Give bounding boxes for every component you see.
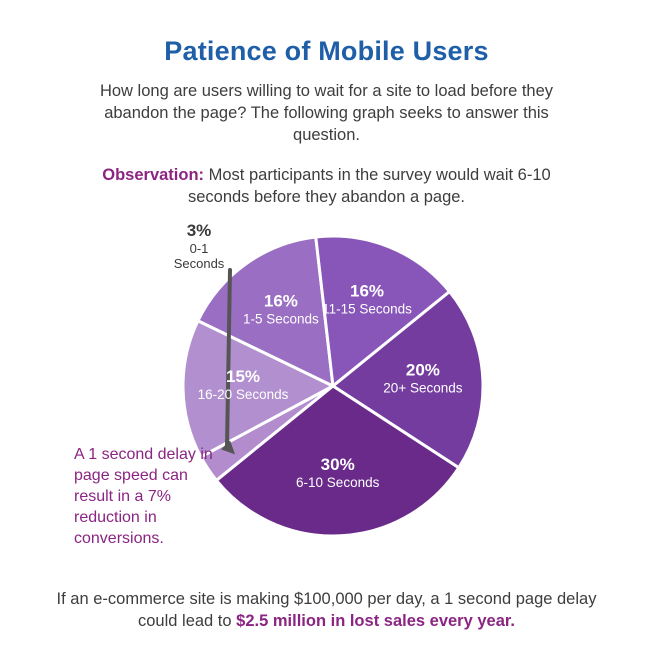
slice-percent-11-15-seconds: 16% xyxy=(350,282,384,301)
pie-slice-11-15-seconds xyxy=(314,234,452,388)
slice-percent-0-1-seconds: 3% xyxy=(187,221,212,240)
side-note: A 1 second delay in page speed can resul… xyxy=(74,446,213,547)
slice-category-20-seconds: 20+ Seconds xyxy=(383,380,462,395)
observation-body: Most participants in the survey would wa… xyxy=(187,166,551,206)
observation-lead: Observation: xyxy=(102,166,205,184)
slice-category-11-15-seconds: 11-15 Seconds xyxy=(322,302,412,317)
pie-slice-1-5-seconds xyxy=(196,235,335,388)
pie-slice-16-20-seconds xyxy=(181,319,335,459)
chart-subtitle: How long are users willing to wait for a… xyxy=(99,82,554,144)
pointer-arrow-icon xyxy=(221,440,236,455)
footer-text: If an e-commerce site is making $100,000… xyxy=(40,588,613,632)
observation-text: Observation: Most participants in the su… xyxy=(70,164,583,208)
pie-slice-20-seconds xyxy=(331,290,485,470)
slice-percent-1-5-seconds: 16% xyxy=(264,292,298,311)
footer-body: If an e-commerce site is making $100,000… xyxy=(56,590,597,630)
slice-percent-20-seconds: 20% xyxy=(406,360,440,379)
slice-category-6-10-seconds: 6-10 Seconds xyxy=(296,475,380,490)
pointer-arrow-line xyxy=(225,268,232,449)
slice-percent-16-20-seconds: 15% xyxy=(226,367,260,386)
slice-category-0-1-seconds: Seconds xyxy=(174,256,225,271)
footer-highlight: $2.5 million in lost sales every year. xyxy=(236,612,515,630)
slice-category-0-1-seconds: 0-1 xyxy=(190,241,209,256)
slice-percent-6-10-seconds: 30% xyxy=(321,455,355,474)
slice-category-16-20-seconds: 16-20 Seconds xyxy=(198,387,289,402)
slice-category-1-5-seconds: 1-5 Seconds xyxy=(243,312,319,327)
chart-title: Patience of Mobile Users xyxy=(164,36,489,66)
pie-slice-6-10-seconds xyxy=(214,384,461,538)
